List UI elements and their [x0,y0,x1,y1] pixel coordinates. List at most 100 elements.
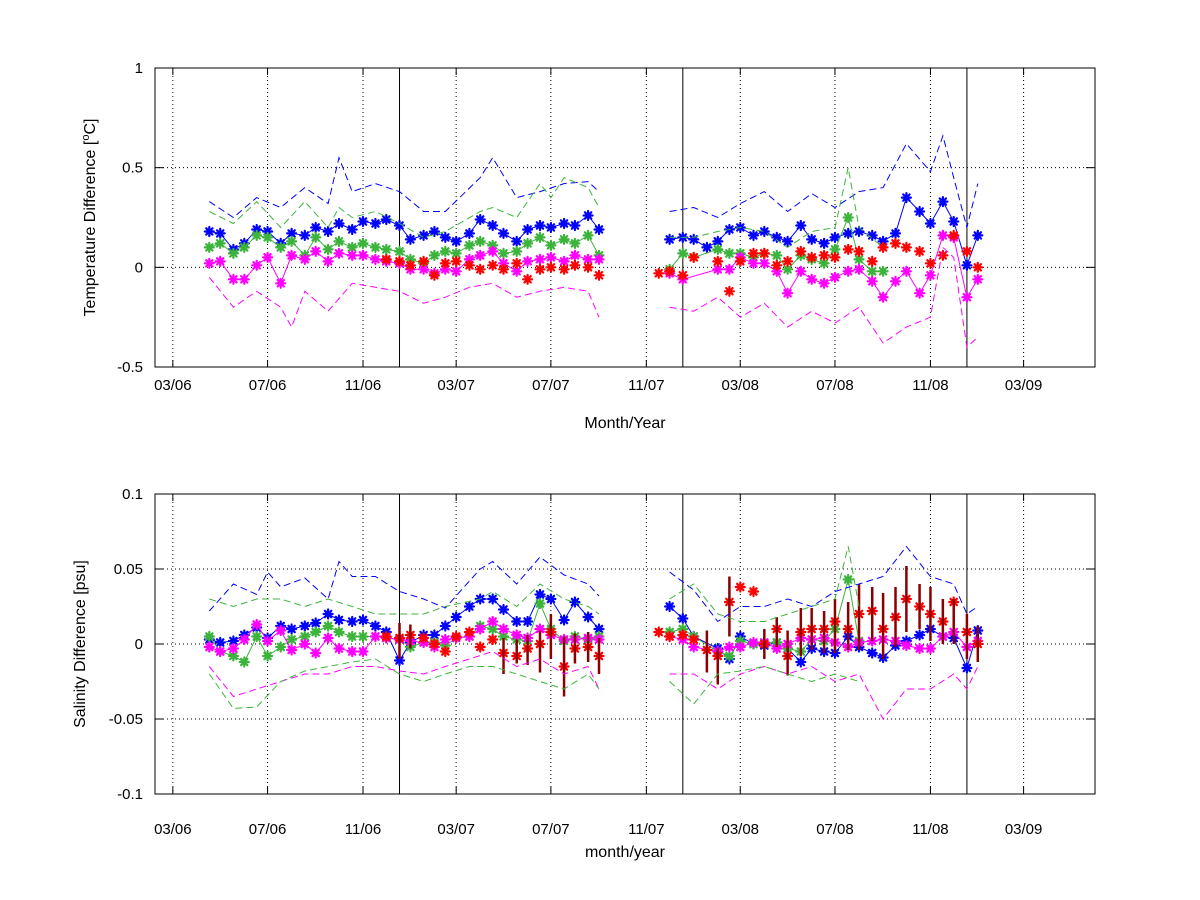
temperature-y-axis-label: Temperature Difference [oC] [80,119,99,317]
salinity-data-point [487,623,499,635]
salinity-x-tick-label: 07/06 [249,821,287,838]
temperature-x-tick-label: 03/07 [437,377,475,394]
temperature-data-point [866,255,878,267]
salinity-data-point [677,612,689,625]
temperature-x-tick-label: 11/06 [345,377,381,394]
temperature-data-point [677,247,689,259]
temperature-data-point [511,245,523,257]
salinity-data-point [428,629,440,641]
temperature-data-point [771,265,783,277]
salinity-data-point [439,620,451,632]
temperature-data-point [842,265,854,277]
salinity-data-point [238,656,250,668]
salinity-data-point [688,633,700,646]
temperature-panel: 03/06 07/06 11/06 03/07 07/07 11/07 03/08 07/08… [80,60,1096,432]
salinity-data-point [299,638,311,650]
temperature-data-point [357,249,369,261]
salinity-data-point [322,620,334,632]
temperature-data-point [357,215,369,228]
temperature-x-tick-label: 11/08 [912,377,948,394]
temperature-data-point [937,249,949,261]
salinity-x-tick-label: 07/08 [816,821,854,838]
salinity-data-point [474,641,486,653]
temperature-data-point [900,192,912,204]
temperature-data-point [463,253,475,265]
temperature-data-point [487,219,499,232]
salinity-series-5 [208,545,979,623]
temperature-data-point [948,215,960,228]
temperature-data-point [877,291,889,303]
temperature-data-point [238,273,250,285]
salinity-series-8 [208,658,860,710]
salinity-data-point [286,623,298,635]
salinity-data-point [914,642,926,655]
salinity-data-point [262,635,274,647]
temperature-data-point [511,265,523,277]
temperature-data-point [900,265,912,277]
temperature-data-point [758,257,770,269]
temperature-data-point [439,231,451,243]
salinity-data-point [418,632,430,644]
salinity-data-point [582,611,594,623]
temperature-data-point [795,219,807,232]
salinity-data-point [369,630,381,643]
temperature-data-point [251,229,263,241]
salinity-data-point [497,603,510,616]
salinity-data-point [310,647,322,659]
temperature-series-line [209,250,599,285]
temperature-x-tick-label: 03/08 [721,377,759,394]
salinity-data-point [450,630,462,643]
temperature-data-point [712,255,724,267]
salinity-data-point [275,624,287,637]
salinity-data-point [771,642,783,655]
temperature-data-point [487,259,499,271]
temperature-data-point [380,253,392,265]
temperature-data-point [214,255,226,267]
salinity-data-point [214,636,226,649]
temperature-series-3 [380,229,984,297]
temperature-data-point [961,291,973,303]
temperature-data-point [593,269,605,281]
temperature-data-point [439,263,451,275]
salinity-data-point [734,581,746,593]
salinity-data-point [497,623,510,635]
salinity-data-point [534,597,546,610]
temperature-data-point [853,263,865,275]
temperature-axes-box [154,67,1096,368]
temperature-data-point [829,231,841,243]
temperature-data-point [747,247,760,259]
temperature-data-point [522,255,534,267]
temperature-data-point [866,275,878,287]
salinity-data-point [346,630,358,643]
temperature-data-point [369,241,381,253]
temperature-x-tick-label: 07/07 [532,377,570,394]
salinity-x-tick-label: 11/06 [345,821,381,838]
temperature-data-point [937,196,949,208]
salinity-data-point [734,641,746,653]
salinity-data-point [688,641,700,653]
temperature-data-point [534,219,546,232]
salinity-data-point [463,626,475,638]
salinity-data-point [203,641,215,653]
temperature-data-point [545,251,557,263]
temperature-series-5 [209,167,884,249]
temperature-data-point [310,245,322,257]
temperature-data-point [758,225,770,238]
temperature-x-tick-label: 11/07 [628,377,664,394]
temperature-data-point [795,265,807,277]
temperature-data-point [889,275,902,287]
salinity-data-point [275,641,287,653]
temperature-data-point [463,227,475,239]
temperature-data-point [972,273,984,285]
salinity-y-tick-label: 0.05 [114,561,143,578]
temperature-data-point [346,241,358,253]
salinity-series-4 [398,566,980,697]
temperature-data-point [569,259,581,271]
temperature-data-point [924,269,936,281]
salinity-data-point [439,639,451,652]
temperature-data-point [593,223,605,236]
temperature-data-point [450,235,462,247]
salinity-data-point [286,633,298,646]
temperature-ticks: 03/06 07/06 11/06 03/07 07/07 11/07 03/08 07/08… [117,60,1095,394]
temperature-data-point [463,259,475,271]
